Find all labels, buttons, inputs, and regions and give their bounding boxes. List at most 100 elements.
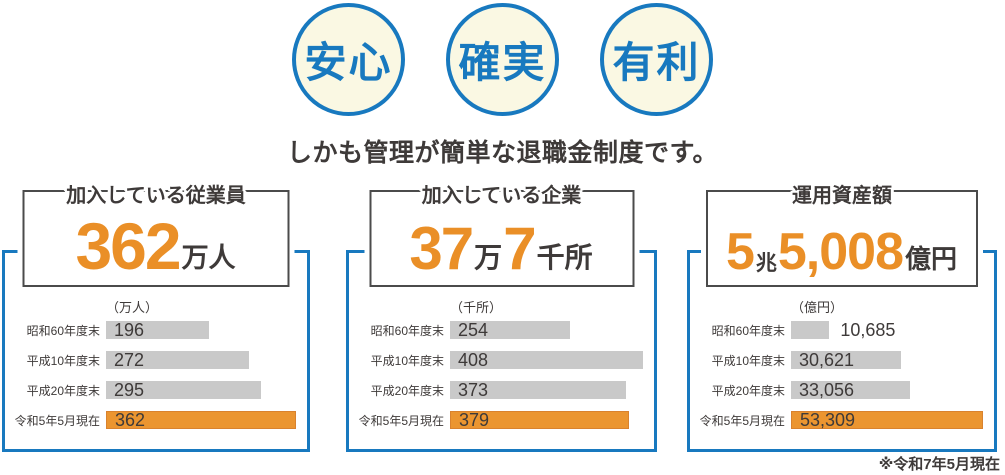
chart-row: 平成10年度末 408: [349, 349, 643, 370]
bar-track: 254: [450, 319, 643, 340]
bar-value: 379: [459, 409, 490, 430]
badge-kakujitsu-label: 確実: [458, 39, 547, 86]
bar-chart-employees: （万人） 昭和60年度末 196 平成10年度末 272 平成20年度末 295 令和5年5…: [5, 297, 296, 430]
badge-anshin: 安心: [292, 3, 405, 116]
row-label: 平成10年度末: [370, 353, 444, 368]
panel-enrolled-employees: 加入している従業員 362 万人 （万人） 昭和60年度末 196 平成10年度末 27…: [2, 185, 310, 452]
bar-highlight: 362: [106, 409, 296, 430]
bar-track: 373: [450, 379, 643, 400]
badge-kakujitsu: 確実: [446, 3, 559, 116]
bar: 272: [106, 349, 249, 370]
panel-title: 加入している企業: [421, 185, 582, 207]
unit-label: （千所）: [450, 300, 503, 315]
bar-value: 295: [114, 379, 145, 400]
bar-track: 362: [106, 409, 296, 430]
chart-row: 令和5年5月現在 53,309: [690, 409, 983, 430]
chart-row: 昭和60年度末 254: [349, 319, 643, 340]
row-label: 昭和60年度末: [711, 323, 785, 338]
bar-track: 408: [450, 349, 643, 370]
chart-row: 平成20年度末 373: [349, 379, 643, 400]
bar-value: 30,621: [799, 349, 855, 370]
badge-anshin-label: 安心: [304, 39, 393, 86]
bar: 254: [450, 319, 571, 340]
chart-row: 令和5年5月現在 362: [5, 409, 296, 430]
bar: 408: [450, 349, 643, 370]
bar-value: 10,685: [840, 319, 896, 340]
bar: 196: [106, 319, 209, 340]
bar-chart-companies: （千所） 昭和60年度末 254 平成10年度末 408 平成20年度末 373 令和5年5…: [349, 297, 643, 430]
bar-track: 10,685: [791, 319, 983, 340]
headline-number: 7: [503, 215, 536, 282]
row-label: 令和5年5月現在: [14, 413, 100, 428]
bar-track: 196: [106, 319, 296, 340]
bar-value: 196: [114, 319, 145, 340]
chart-row: 令和5年5月現在 379: [349, 409, 643, 430]
headline-unit: 億円: [905, 244, 958, 274]
tagline: しかも管理が簡単な退職金制度です。: [286, 139, 718, 167]
bar: 33,056: [791, 379, 911, 400]
chart-row: 平成10年度末 30,621: [690, 349, 983, 370]
headline-number: 5: [725, 223, 755, 282]
chart-row: 昭和60年度末 10,685: [690, 319, 983, 340]
panel-managed-assets: 運用資産額 5 兆 5,008 億円 （億円） 昭和60年度末 10,685 平成10年度…: [687, 185, 997, 452]
badge-row: 安心 確実 有利: [0, 3, 1005, 116]
headline-number: 37: [409, 215, 474, 282]
chart-rows: 昭和60年度末 254 平成10年度末 408 平成20年度末 373 令和5年5月現在 37…: [349, 319, 643, 430]
bar: 30,621: [791, 349, 902, 370]
bar-value: 272: [114, 349, 145, 370]
panel-header-box: 加入している企業 37 万 7 千所: [369, 185, 634, 287]
headline-unit: 千所: [536, 242, 593, 273]
chart-row: 平成10年度末 272: [5, 349, 296, 370]
unit-label: （億円）: [791, 300, 844, 315]
bar-highlight: 53,309: [791, 409, 983, 430]
chart-rows: 昭和60年度末 10,685 平成10年度末 30,621 平成20年度末 33,056 令…: [690, 319, 983, 430]
bar-track: 272: [106, 349, 296, 370]
bar: [791, 321, 830, 339]
headline-unit: 兆: [755, 252, 777, 275]
headline-number: 5,008: [777, 223, 904, 282]
headline-number: 362: [75, 208, 181, 283]
bar-track: 379: [450, 409, 643, 430]
bar-value: 373: [458, 379, 489, 400]
bar-track: 295: [106, 379, 296, 400]
badge-yuri-label: 有利: [612, 39, 701, 86]
panel-enrolled-companies: 加入している企業 37 万 7 千所 （千所） 昭和60年度末 254 平成10年度末 40…: [346, 185, 657, 452]
bar-track: 33,056: [791, 379, 983, 400]
row-label: 昭和60年度末: [26, 323, 100, 338]
row-label: 令和5年5月現在: [699, 413, 785, 428]
row-label: 平成20年度末: [370, 383, 444, 398]
panel-headline: 362 万人: [27, 208, 286, 283]
bar-highlight: 379: [450, 409, 630, 430]
panel-title: 運用資産額: [792, 185, 892, 207]
bar-value: 33,056: [799, 379, 855, 400]
row-label: 平成20年度末: [26, 383, 100, 398]
badge-yuri: 有利: [600, 3, 713, 116]
bar-chart-assets: （億円） 昭和60年度末 10,685 平成10年度末 30,621 平成20年度末 33…: [690, 297, 983, 430]
bar-value: 53,309: [800, 409, 856, 430]
unit-label: （万人）: [106, 300, 159, 315]
chart-row: 平成20年度末 33,056: [690, 379, 983, 400]
chart-row: 昭和60年度末 196: [5, 319, 296, 340]
row-label: 平成10年度末: [711, 353, 785, 368]
bar: 373: [450, 379, 627, 400]
bar-track: 30,621: [791, 349, 983, 370]
row-label: 平成10年度末: [26, 353, 100, 368]
panel-header-box: 運用資産額 5 兆 5,008 億円: [706, 185, 978, 287]
chart-row: 平成20年度末 295: [5, 379, 296, 400]
panel-header-box: 加入している従業員 362 万人: [22, 185, 290, 287]
panel-headline: 5 兆 5,008 億円: [710, 223, 974, 282]
row-label: 昭和60年度末: [370, 323, 444, 338]
panel-title: 加入している従業員: [66, 185, 246, 207]
headline-unit: 万: [474, 242, 503, 273]
bar-value: 254: [458, 319, 489, 340]
bar-value: 362: [115, 409, 146, 430]
chart-rows: 昭和60年度末 196 平成10年度末 272 平成20年度末 295 令和5年5月現在 36…: [5, 319, 296, 430]
bar-track: 53,309: [791, 409, 983, 430]
row-label: 平成20年度末: [711, 383, 785, 398]
headline-unit: 万人: [181, 243, 236, 273]
asof-footnote: ※令和7年5月現在: [878, 456, 1000, 473]
panel-headline: 37 万 7 千所: [373, 215, 630, 282]
bar-value: 408: [458, 349, 489, 370]
row-label: 令和5年5月現在: [358, 413, 444, 428]
